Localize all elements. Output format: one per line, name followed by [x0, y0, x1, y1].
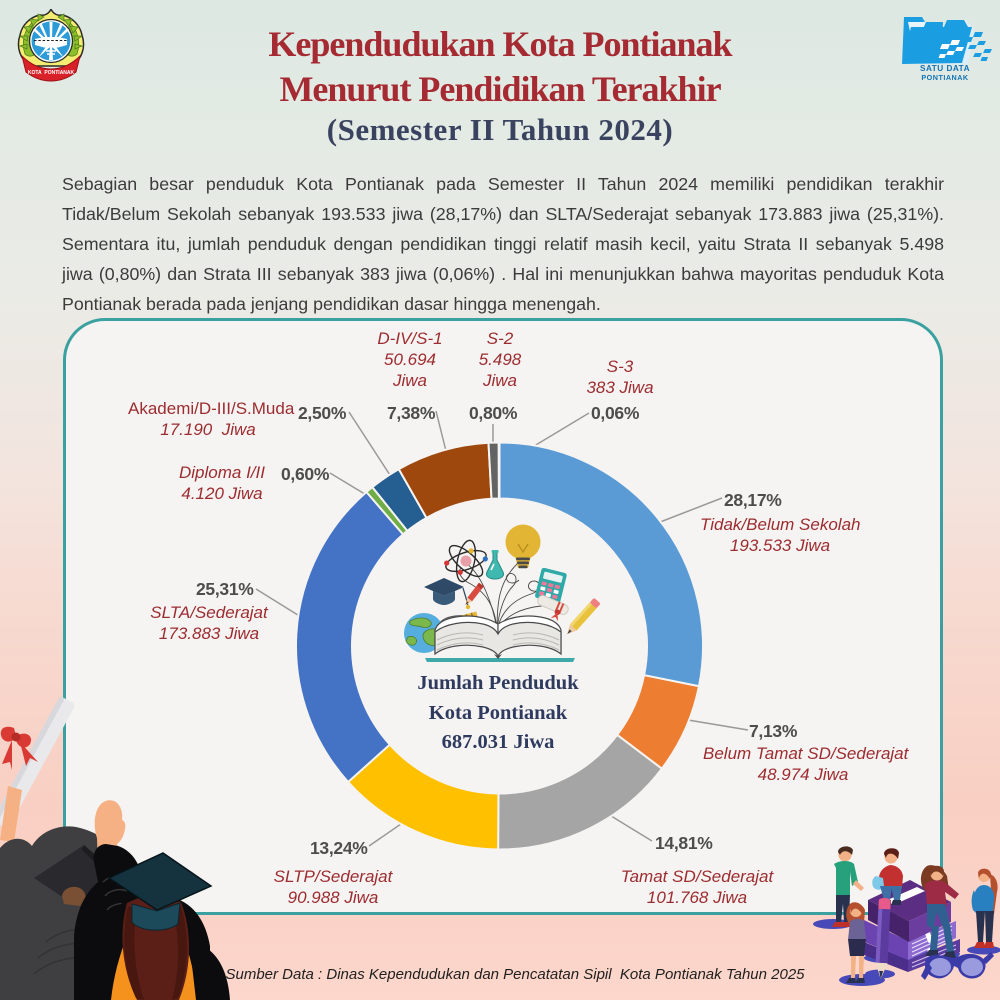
svg-text:KOTA PONTIANAK: KOTA PONTIANAK [28, 70, 75, 76]
svg-text:PONTIANAK: PONTIANAK [921, 73, 969, 82]
svg-text:SATU DATA: SATU DATA [920, 64, 970, 73]
